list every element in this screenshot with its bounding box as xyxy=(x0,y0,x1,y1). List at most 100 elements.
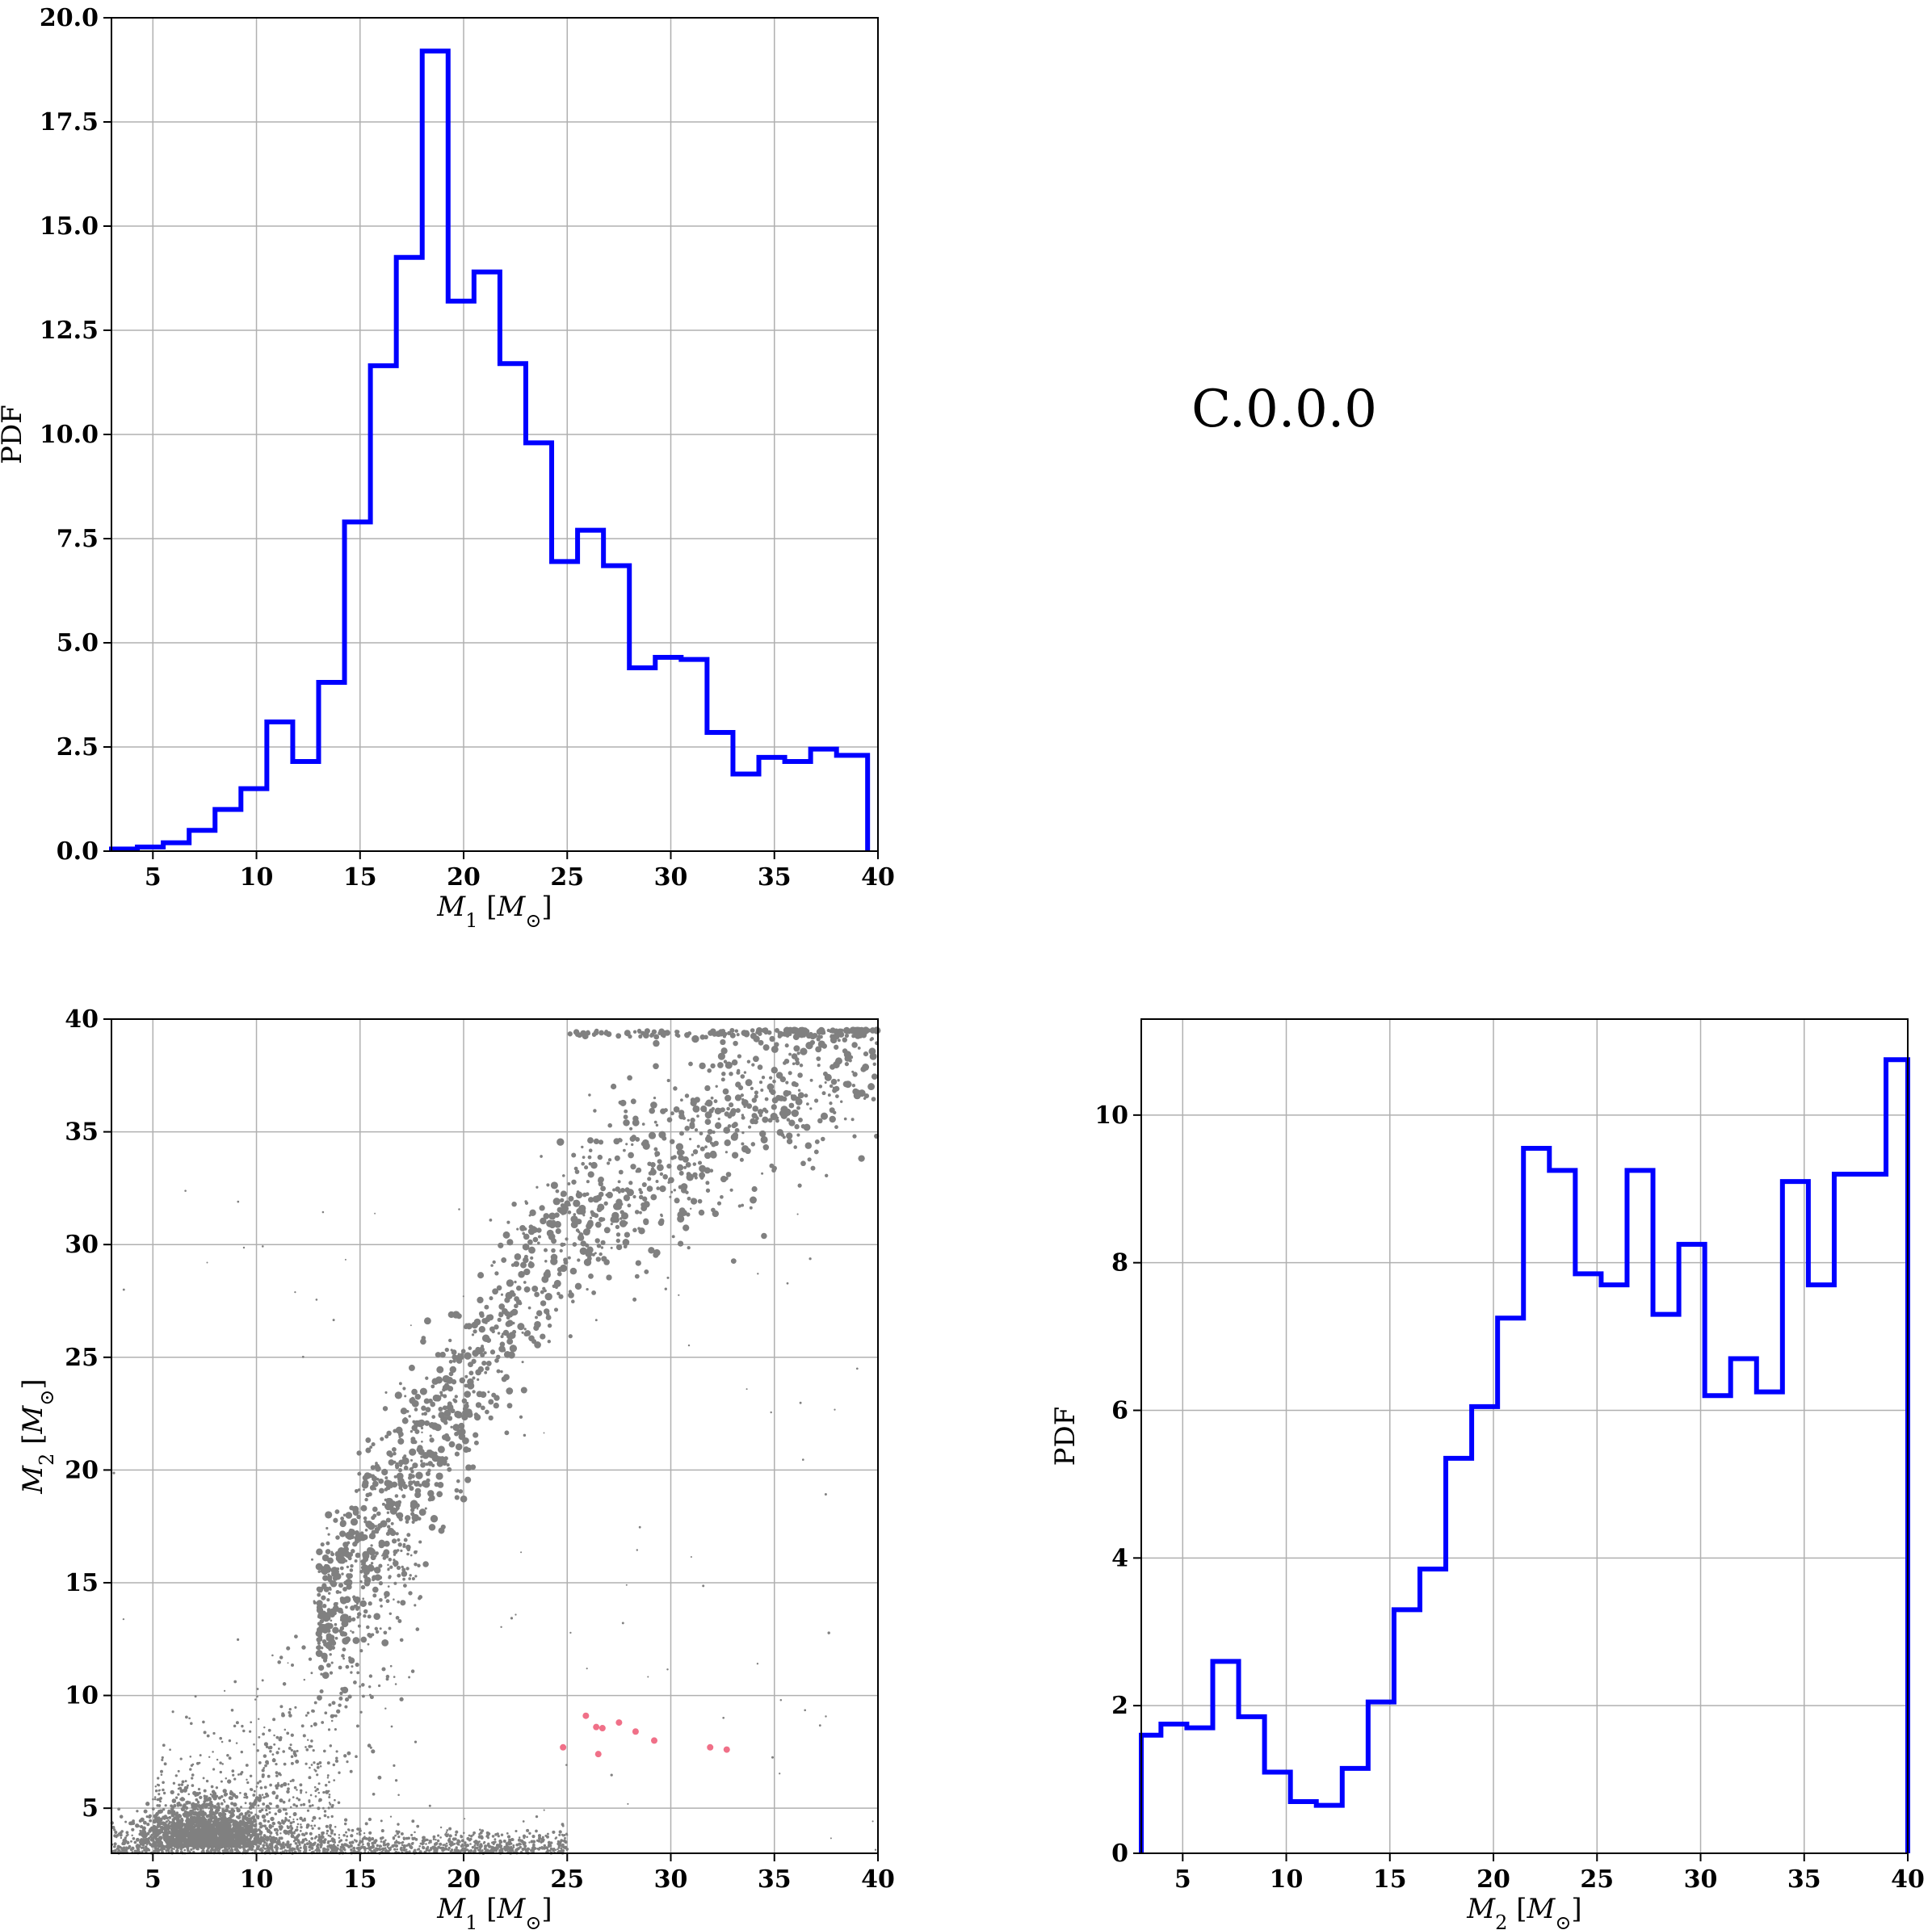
scatter-point xyxy=(455,1846,458,1849)
scatter-point xyxy=(310,1824,313,1827)
scatter-point xyxy=(245,1764,249,1767)
scatter-point xyxy=(500,1370,503,1374)
scatter-point xyxy=(745,1079,753,1087)
scatter-point xyxy=(496,1369,501,1374)
scatter-point xyxy=(374,1626,379,1631)
scatter-point xyxy=(363,1848,367,1851)
scatter-point xyxy=(586,1287,589,1291)
scatter-point xyxy=(537,1235,542,1239)
scatter-point xyxy=(593,1109,597,1113)
scatter-point xyxy=(337,1801,341,1805)
scatter-point xyxy=(411,1576,415,1581)
scatter-point xyxy=(328,1647,333,1651)
scatter-point xyxy=(232,1773,235,1777)
scatter-point xyxy=(195,1847,199,1851)
scatter-point xyxy=(699,1062,706,1070)
scatter-point xyxy=(666,1163,672,1169)
scatter-point xyxy=(681,1210,687,1216)
scatter-point xyxy=(362,1597,365,1601)
scatter-point xyxy=(445,1842,448,1845)
scatter-point xyxy=(506,1832,509,1835)
scatter-point xyxy=(564,1836,566,1840)
scatter-point xyxy=(843,1117,847,1121)
scatter-point xyxy=(687,1196,691,1201)
scatter-point xyxy=(190,1824,195,1830)
scatter-point xyxy=(454,1833,457,1836)
scatter-point xyxy=(361,1694,365,1698)
scatter-point xyxy=(440,1524,446,1529)
scatter-point xyxy=(283,1762,287,1766)
scatter-point xyxy=(153,1814,158,1819)
scatter-point xyxy=(835,1094,839,1098)
scatter-point xyxy=(399,1697,404,1701)
scatter-point xyxy=(405,1515,411,1521)
scatter-point xyxy=(168,1811,172,1815)
scatter-point xyxy=(734,1127,740,1133)
scatter-point xyxy=(623,1114,628,1120)
scatter-point xyxy=(290,1733,294,1737)
scatter-point xyxy=(384,1479,392,1487)
scatter-point xyxy=(563,1260,569,1265)
scatter-point xyxy=(393,1848,397,1851)
scatter-point xyxy=(641,1181,647,1188)
scatter-point xyxy=(699,1131,704,1136)
scatter-point xyxy=(357,1844,360,1847)
scatter-point xyxy=(523,1841,527,1845)
scatter-point xyxy=(445,1831,448,1834)
scatter-point xyxy=(263,1840,267,1844)
scatter-point xyxy=(304,1847,307,1851)
scatter-point xyxy=(223,1839,227,1843)
scatter-point xyxy=(226,1836,230,1840)
scatter-point xyxy=(372,1845,375,1849)
scatter-point xyxy=(418,1844,422,1848)
scatter-point xyxy=(545,1315,552,1320)
scatter-point xyxy=(724,1151,728,1154)
scatter-point xyxy=(236,1849,240,1852)
scatter-point xyxy=(400,1848,403,1852)
scatter-point xyxy=(346,1760,349,1764)
scatter-point xyxy=(615,1244,623,1251)
scatter-point xyxy=(544,1260,548,1263)
scatter-point xyxy=(741,1142,745,1146)
scatter-point xyxy=(360,1504,368,1512)
scatter-point xyxy=(512,1846,515,1848)
scatter-point xyxy=(343,1754,347,1758)
scatter-point xyxy=(273,1743,276,1746)
scatter-point xyxy=(162,1815,166,1819)
scatter-point xyxy=(442,1405,447,1411)
scatter-point xyxy=(600,1240,606,1245)
scatter-point xyxy=(168,1838,171,1840)
scatter-point xyxy=(317,1782,321,1785)
scatter-point xyxy=(192,1847,195,1850)
scatter-point xyxy=(420,1338,426,1345)
scatter-point xyxy=(428,1422,435,1429)
scatter-point xyxy=(793,1045,800,1052)
scatter-point xyxy=(706,1134,711,1139)
scatter-point xyxy=(341,1654,345,1658)
scatter-point xyxy=(318,1760,322,1764)
scatter-point xyxy=(458,1428,466,1436)
scatter-point xyxy=(196,1839,200,1842)
scatter-point xyxy=(786,1118,791,1122)
scatter-point xyxy=(286,1840,290,1844)
scatter-point xyxy=(282,1682,287,1686)
scatter-point xyxy=(771,1097,779,1104)
scatter-point xyxy=(317,1641,321,1645)
scatter-point xyxy=(463,1446,470,1454)
scatter-point xyxy=(518,1301,523,1306)
scatter-point xyxy=(322,1847,326,1851)
scatter-point xyxy=(556,1138,565,1146)
scatter-point xyxy=(264,1764,267,1768)
scatter-point xyxy=(204,1818,208,1822)
scatter-point xyxy=(248,1806,253,1810)
scatter-point xyxy=(344,1697,350,1702)
scatter-point xyxy=(509,1345,518,1353)
scatter-point xyxy=(380,1520,388,1528)
scatter-point xyxy=(284,1816,287,1819)
scatter-point xyxy=(172,1781,176,1785)
scatter-point xyxy=(709,1168,714,1173)
scatter-point xyxy=(148,1842,151,1845)
scatter-point xyxy=(658,1218,665,1224)
scatter-point xyxy=(230,1815,234,1818)
